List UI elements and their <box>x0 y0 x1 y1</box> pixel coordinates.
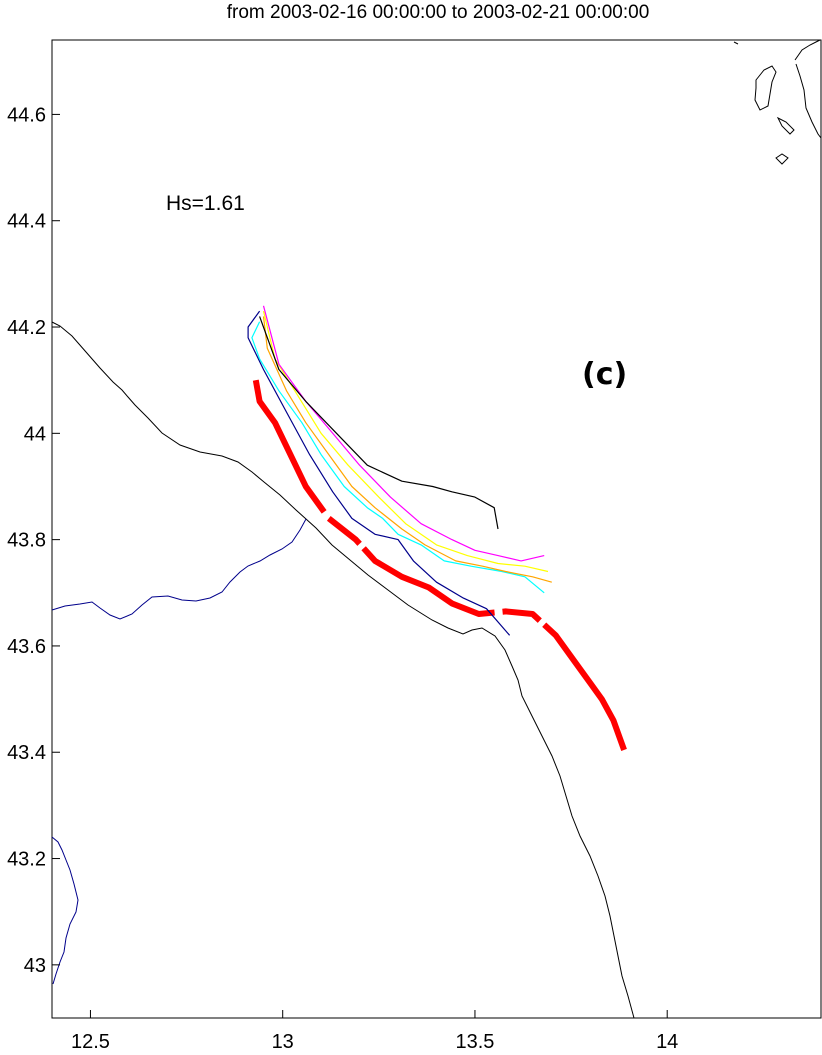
y-axis: 43 43.2 43.4 43.6 43.8 44 44.2 44.4 44.6 <box>7 104 60 977</box>
y-tick-label: 44.6 <box>7 104 46 126</box>
y-tick-label: 44 <box>24 423 46 445</box>
x-tick-label: 13.5 <box>455 1031 494 1053</box>
plot-frame <box>51 39 822 1019</box>
y-tick-label: 43.2 <box>7 849 46 871</box>
y-tick-label: 44.4 <box>7 211 46 233</box>
y-tick-label: 43.8 <box>7 530 46 552</box>
trajectory-line-5 <box>262 310 549 573</box>
panel-label: (c) <box>582 357 627 392</box>
croatian-islands <box>733 39 822 165</box>
wave-height-annotation: Hs=1.61 <box>166 192 245 215</box>
x-tick-label: 12.5 <box>71 1031 110 1053</box>
y-tick-label: 43.6 <box>7 636 46 658</box>
y-tick-label: 43.4 <box>7 742 46 764</box>
trajectory-line-4 <box>262 316 552 583</box>
y-tick-label: 44.2 <box>7 317 46 339</box>
italian-coastline <box>51 321 635 1019</box>
y-tick-label: 43 <box>24 955 46 977</box>
x-tick-label: 13 <box>272 1031 294 1053</box>
figure-title: from 2003-02-16 00:00:00 to 2003-02-21 0… <box>227 2 650 23</box>
x-tick-label: 14 <box>656 1031 678 1053</box>
trajectory-line-2 <box>247 310 511 636</box>
x-axis: 12.5 13 13.5 14 <box>71 1010 678 1053</box>
trajectory-line-3 <box>251 321 545 594</box>
trajectory-line-1 <box>252 379 628 754</box>
river-bottom-left <box>51 836 79 985</box>
river-left <box>51 518 307 620</box>
plot-area <box>51 39 822 1019</box>
trajectory-series <box>247 305 628 754</box>
trajectory-line-7 <box>259 316 499 530</box>
